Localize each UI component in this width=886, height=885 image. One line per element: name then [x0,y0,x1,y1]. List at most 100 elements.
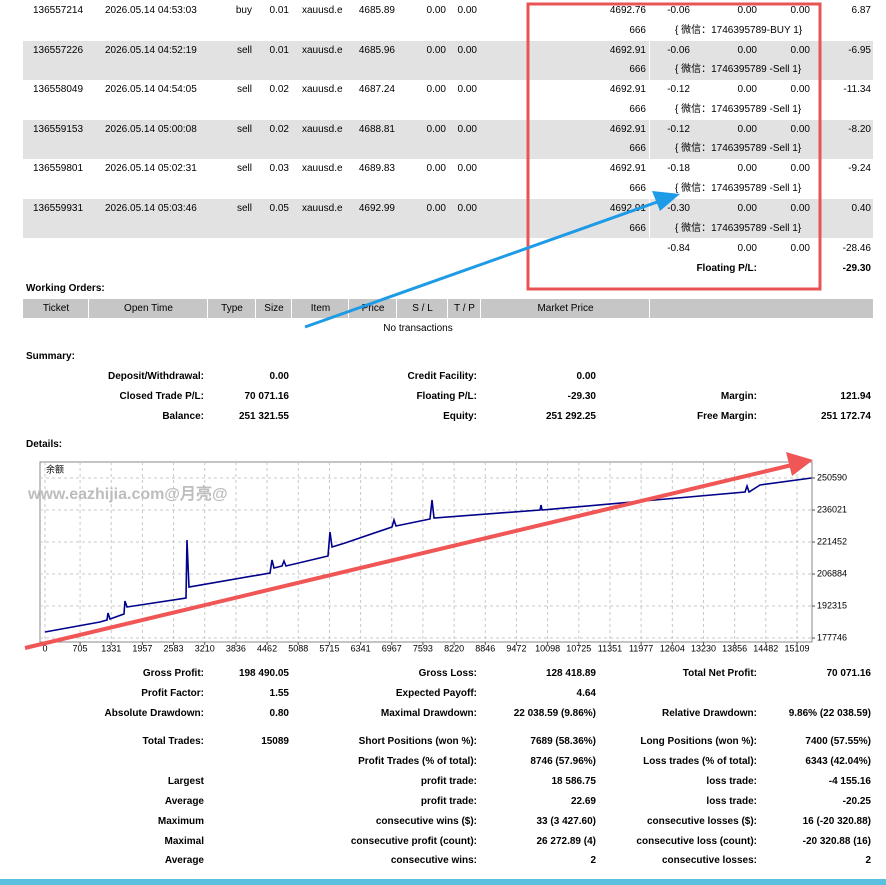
comment-code: 666 [629,103,646,115]
total-taxes: 0.00 [737,243,757,254]
comment-code: 666 [629,64,646,76]
trade-market-price: 4692.91 [609,123,646,135]
trade-sl: 0.00 [426,123,446,135]
trade-sl: 0.00 [426,163,446,175]
x-tick-label: 1957 [132,643,152,653]
stat-label: loss trade: [706,796,757,807]
trade-profit: -9.24 [848,163,871,175]
header-cell: S / L [412,302,433,314]
stat-value: -20 320.88 (16) [802,836,871,847]
stat-label: consecutive losses ($): [646,816,757,827]
stat-label: Credit Facility: [407,371,477,382]
trade-tp: 0.00 [457,163,477,175]
trade-tp: 0.00 [457,203,477,214]
trade-item: xauusd.e [302,5,343,16]
stat-value: 15089 [261,736,289,747]
header-cell: Ticket [42,302,70,314]
trade-size: 0.02 [269,84,289,96]
x-tick-label: 3836 [226,643,246,653]
stat-value: 70 071.16 [244,391,290,402]
comment-code: 666 [629,24,646,36]
total-swap: 0.00 [790,243,810,254]
stat-value: 2 [865,855,871,866]
stat-value: 7689 (58.36%) [530,736,596,747]
y-tick-label: 177746 [817,632,847,642]
x-tick-label: 5715 [319,643,339,653]
x-tick-label: 10725 [566,643,591,653]
trade-swap: 0.00 [790,44,810,56]
trade-item: xauusd.e [302,44,343,56]
trade-size: 0.03 [269,163,289,175]
trade-size: 0.02 [269,123,289,135]
stat-value: -4 155.16 [828,776,871,787]
stat-value: 4.64 [576,688,596,699]
trade-open-time: 2026.05.14 05:03:46 [105,203,197,214]
stat-label: Relative Drawdown: [661,708,757,719]
trade-ticket: 136559931 [33,203,84,214]
stat-label: consecutive wins: [390,855,477,866]
stat-label: Maximal [164,836,204,847]
stat-label: Balance: [162,411,204,422]
x-tick-label: 8846 [475,643,495,653]
header-cell: Market Price [537,302,594,314]
trade-size: 0.01 [269,5,289,16]
header-cell: Item [310,302,331,314]
header-divider [480,299,481,318]
x-tick-label: 10098 [535,643,560,653]
comment: { 微信：1746395789 -Sell 1} [675,182,802,194]
stat-label: Loss trades (% of total): [643,756,757,767]
header-cell: T / P [454,302,475,314]
section-title: Summary: [26,351,75,362]
x-tick-label: 6341 [351,643,371,653]
x-tick-label: 14482 [753,643,778,653]
trade-type: sell [236,203,252,214]
stat-value: 22 038.59 (9.86%) [513,708,596,719]
x-tick-label: 15109 [785,643,810,653]
trade-market-price: 4692.76 [609,5,646,16]
trade-profit: -11.34 [843,84,871,96]
trade-type: sell [236,44,252,56]
stat-label: Equity: [443,411,477,422]
trade-open-time: 2026.05.14 05:00:08 [105,123,197,135]
comment-code: 666 [629,182,646,194]
trade-swap: 0.00 [790,203,810,214]
cell-divider [649,119,650,159]
trade-tp: 0.00 [457,44,477,56]
x-tick-label: 2583 [164,643,184,653]
stat-value: 251 321.55 [238,411,289,422]
trade-price: 4685.96 [358,44,395,56]
stat-label: Expected Payoff: [395,688,477,699]
trade-item: xauusd.e [302,84,343,96]
stat-value: 2 [590,855,596,866]
trade-ticket: 136557226 [33,44,84,56]
trade-price: 4685.89 [358,5,395,16]
stat-value: 70 071.16 [826,668,872,679]
x-tick-label: 7593 [413,643,433,653]
header-divider [291,299,292,318]
stat-label: profit trade: [420,796,477,807]
trade-profit: -6.95 [848,44,871,56]
empty-note: No transactions [383,323,453,334]
header-cell: Size [264,302,284,314]
header-cell: Open Time [124,302,173,314]
trade-commission: -0.06 [667,44,690,56]
trade-profit: -8.20 [848,123,871,135]
stat-label: Average [164,855,204,866]
stat-label: Absolute Drawdown: [104,708,204,719]
trade-market-price: 4692.91 [609,44,646,56]
trade-ticket: 136559153 [33,123,84,135]
x-tick-label: 3210 [195,643,215,653]
trade-sl: 0.00 [426,44,446,56]
stat-label: Short Positions (won %): [358,736,477,747]
comment: { 微信：1746395789 -Sell 1} [675,143,802,155]
stat-label: consecutive profit (count): [350,836,477,847]
comment: { 微信：1746395789-BUY 1} [675,24,803,36]
x-tick-label: 705 [73,643,88,653]
header-cell: Type [221,302,243,314]
x-tick-label: 13856 [722,643,747,653]
stat-value: 18 586.75 [551,776,597,787]
y-tick-label: 192315 [817,600,847,610]
x-tick-label: 11351 [598,643,622,653]
stat-value: 1.55 [269,688,289,699]
trade-sl: 0.00 [426,5,446,16]
